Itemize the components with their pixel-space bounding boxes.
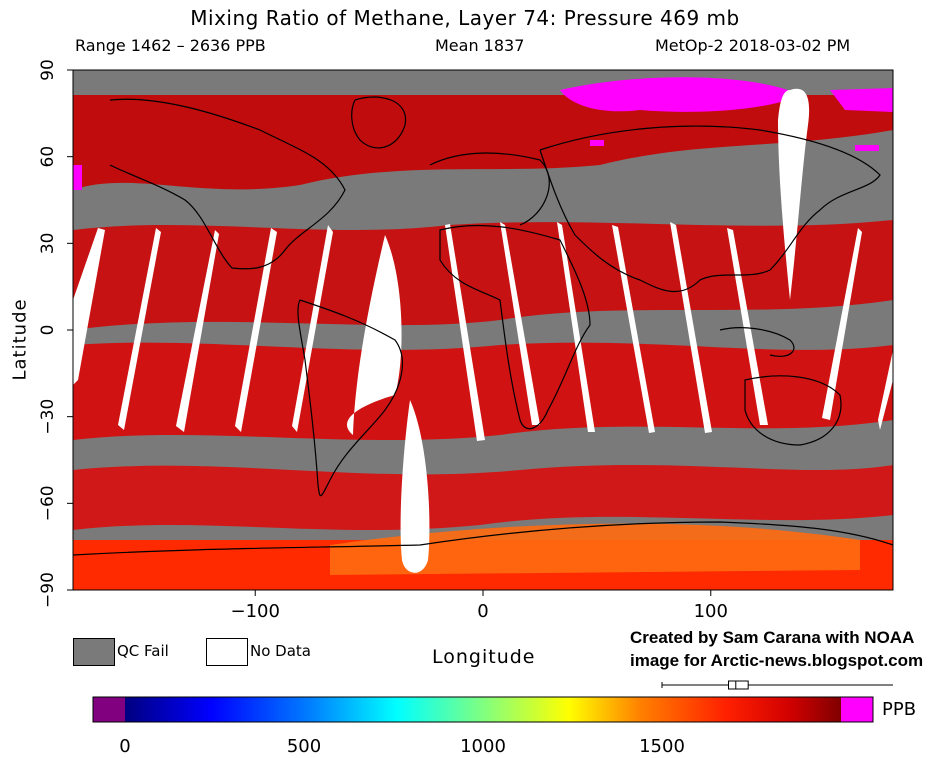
range-text: Range 1462 – 2636 PPB <box>75 36 266 55</box>
credit-line-1: Created by Sam Carana with NOAA <box>630 628 915 647</box>
colorbar-frame <box>92 696 874 723</box>
colorbar-tick-label: 500 <box>287 736 321 757</box>
chart-title: Mixing Ratio of Methane, Layer 74: Press… <box>190 6 740 30</box>
y-axis-label: Latitude <box>9 298 31 381</box>
distribution-boxplot <box>661 680 893 690</box>
no-data-swatch <box>206 638 248 666</box>
no-data-label: No Data <box>250 642 311 660</box>
colorbar-low-swatch <box>93 697 125 722</box>
y-tick-label: 60 <box>38 146 58 168</box>
qc-fail-swatch <box>73 638 115 666</box>
y-tick-label: −60 <box>38 485 58 521</box>
y-tick-label: 30 <box>38 233 58 255</box>
colorbar-tick-label: 1000 <box>460 736 506 757</box>
x-axis-label: Longitude <box>432 646 536 668</box>
x-tick-label: 0 <box>477 601 488 622</box>
source-text: MetOp-2 2018-03-02 PM <box>655 36 851 55</box>
colorbar-tick-label: 0 <box>119 736 130 757</box>
mean-text: Mean 1837 <box>435 36 525 55</box>
x-tick-label: 100 <box>694 601 728 622</box>
y-tick-label: 90 <box>38 59 58 81</box>
y-tick-label: 0 <box>38 325 58 336</box>
x-axis: −100 0 100 <box>230 590 728 622</box>
colorbar-high-swatch <box>841 697 873 722</box>
y-tick-label: −30 <box>38 399 58 435</box>
y-tick-label: −90 <box>38 572 58 608</box>
colorbar-ticks: 0 500 1000 1500 <box>119 736 685 757</box>
colorbar-unit: PPB <box>882 699 917 720</box>
extreme-methane-patches <box>73 77 893 190</box>
credit-line-2: image for Arctic-news.blogspot.com <box>630 651 924 670</box>
colorbar-tick-label: 1500 <box>639 736 685 757</box>
qc-fail-label: QC Fail <box>117 642 169 660</box>
y-axis-label-wrap: Latitude <box>9 298 31 381</box>
x-tick-label: −100 <box>230 601 279 622</box>
colorbar-gradient <box>125 697 841 722</box>
y-axis: 90 60 30 0 −30 −60 −90 <box>38 59 73 608</box>
coastlines <box>73 96 893 556</box>
boxplot-box <box>728 680 749 690</box>
no-data-swaths <box>73 88 893 573</box>
